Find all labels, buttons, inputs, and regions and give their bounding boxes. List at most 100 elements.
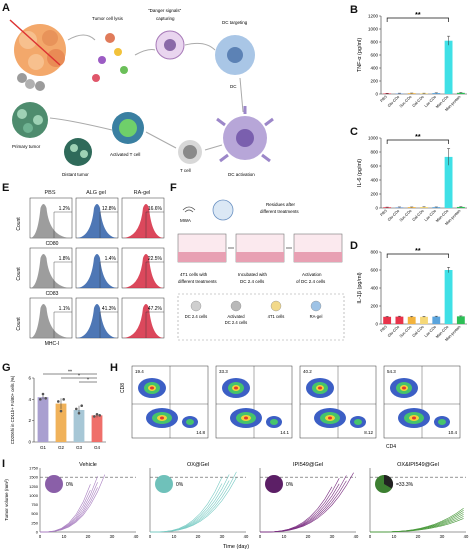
group-title: IPI549@Gel	[293, 462, 323, 468]
y-tick-label: 0	[375, 206, 378, 211]
bar	[432, 316, 441, 324]
schematic-a: Tumor cell lysis "Danger signals" captur…	[9, 8, 274, 177]
label-mwa: MWA	[180, 218, 191, 223]
y-tick-label: 250	[31, 520, 38, 525]
density-blob	[160, 416, 164, 420]
y-tick-label: 400	[370, 286, 378, 291]
histogram-peak	[122, 204, 164, 238]
x-tick-label: 20	[306, 534, 311, 539]
y-axis-label: CD8	[120, 383, 126, 393]
histogram-peak	[122, 304, 164, 338]
bar	[407, 93, 416, 94]
q4-value: 10.4	[448, 430, 457, 435]
significance-label: **	[415, 248, 421, 255]
x-axis-label: Time (day)	[223, 544, 249, 550]
histogram-peak	[30, 204, 72, 238]
growth-curve	[369, 508, 464, 533]
x-tick-label: Gal-CDs	[412, 325, 425, 338]
group-title: OX&IPI549@Gel	[397, 462, 439, 468]
marker-label: CD80	[46, 241, 59, 247]
gate-percent: 47.2%	[148, 306, 163, 312]
label-step3b: of DC 2.4 cells	[296, 279, 326, 284]
x-tick-label: Suc-CDs	[399, 95, 413, 109]
panel-h: 19.4 14.8 33.3 14.1 40.2 8.12 54.3 10.4 CD8 CD4	[120, 365, 461, 450]
x-tick-label: Gal-CDs	[412, 95, 425, 108]
dc-cell-icon	[215, 35, 255, 75]
t-cell-icon	[178, 140, 202, 164]
x-tick-label: PBS	[380, 325, 389, 334]
histogram-peak	[122, 254, 164, 288]
bar	[91, 415, 103, 442]
y-tick-label: 0	[36, 530, 39, 535]
y-tick-label: 800	[370, 250, 378, 255]
bar	[37, 397, 49, 442]
x-tick-label: G2	[58, 445, 65, 450]
group-title: OX@Gel	[187, 462, 209, 468]
y-axis-label: Count	[16, 267, 22, 281]
density-blob	[186, 419, 194, 425]
col-header-alg: ALG gel	[86, 190, 106, 196]
marker-label: MHC-I	[45, 341, 59, 347]
x-tick-label: 40	[134, 534, 139, 539]
distant-tumor-icon	[64, 138, 92, 166]
bar	[407, 316, 416, 324]
survival-pie	[155, 475, 173, 493]
x-tick-label: 10	[62, 534, 67, 539]
x-tick-label: 30	[440, 534, 445, 539]
label-primary-tumor: Primary tumor	[12, 144, 41, 149]
histogram-peak	[76, 304, 118, 338]
legend-icon	[270, 300, 282, 312]
bar	[395, 316, 404, 324]
bar	[456, 92, 465, 94]
label-dc-targeting: DC targeting	[222, 20, 248, 25]
data-point	[59, 409, 63, 413]
x-tick-label: 40	[464, 534, 469, 539]
y-tick-label: 400	[370, 66, 378, 71]
y-axis-label: IL-6 (pg/ml)	[357, 159, 363, 187]
y-tick-label: 0	[28, 440, 31, 445]
x-tick-label: 20	[196, 534, 201, 539]
y-axis-label: Count	[16, 317, 22, 331]
survival-percent: 0%	[176, 482, 184, 488]
q1-value: 54.3	[387, 369, 396, 374]
x-tick-label: G1	[40, 445, 47, 450]
gate-percent: 1.2%	[59, 206, 71, 212]
x-tick-label: 30	[220, 534, 225, 539]
panel-i: 0 10 20 30 4002505007501000125015001750Tumor…	[4, 462, 469, 550]
y-tick-label: 800	[370, 40, 378, 45]
label-step1b: different treatments	[178, 279, 217, 284]
y-tick-label: 400	[370, 178, 378, 183]
q4-value: 14.8	[196, 430, 205, 435]
dc-activation-icon	[216, 106, 274, 163]
gate-percent: 16.6%	[148, 206, 163, 212]
legend-icon	[310, 300, 322, 312]
x-tick-label: 0	[39, 534, 42, 539]
bar	[420, 207, 428, 208]
panel-letter-e: E	[2, 182, 10, 194]
density-blob	[412, 416, 416, 420]
y-axis-label: Tumor volume (mm³)	[4, 479, 9, 521]
x-tick-label: Suc-CDs	[399, 325, 413, 339]
histogram-peak	[30, 254, 72, 288]
panel-letter-b: B	[350, 4, 358, 16]
legend-label: Activated	[227, 314, 245, 319]
density-blob	[270, 419, 278, 425]
label-t-cell: T cell	[180, 168, 191, 173]
significance-bracket	[386, 139, 449, 144]
panel-letter-i: I	[2, 458, 6, 470]
bar	[444, 270, 453, 324]
bar	[456, 316, 465, 324]
bar	[55, 403, 67, 442]
survival-pie	[45, 475, 63, 493]
significance-label: **	[415, 134, 421, 141]
tumor-cluster-icon	[9, 19, 66, 91]
bar	[73, 410, 85, 442]
label-distant-tumor: Distant tumor	[62, 172, 89, 177]
significance-label: *	[78, 374, 80, 380]
growth-curve	[39, 484, 91, 533]
q4-value: 14.1	[280, 430, 289, 435]
gate-percent: 1.4%	[105, 256, 117, 262]
